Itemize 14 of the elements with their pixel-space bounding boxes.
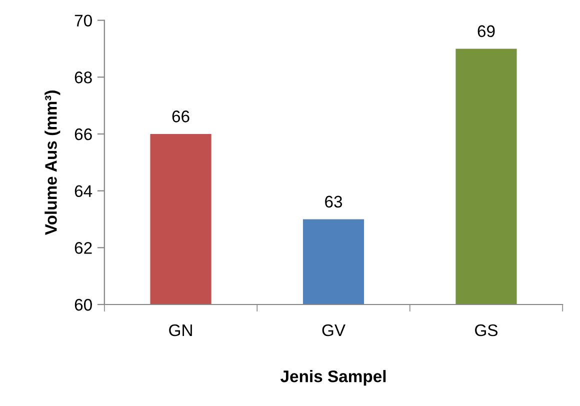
x-tick-label: GS [475,324,498,336]
y-tick-label: 64 [74,185,92,198]
y-tick-label: 66 [74,128,92,140]
data-label: 66 [172,110,190,122]
x-tick-label: GN [169,324,192,336]
y-tick-label: 60 [74,298,92,311]
x-tick-label: GV [322,324,346,336]
data-label: 63 [325,196,342,208]
y-tick-label: 62 [74,242,92,254]
y-axis-title: Volume Aus (mm³) [44,90,60,235]
x-axis-title: Jenis Sampel [280,370,386,386]
y-tick-label: 70 [74,14,92,27]
y-tick-label: 68 [74,72,92,84]
data-label: 69 [478,25,495,38]
